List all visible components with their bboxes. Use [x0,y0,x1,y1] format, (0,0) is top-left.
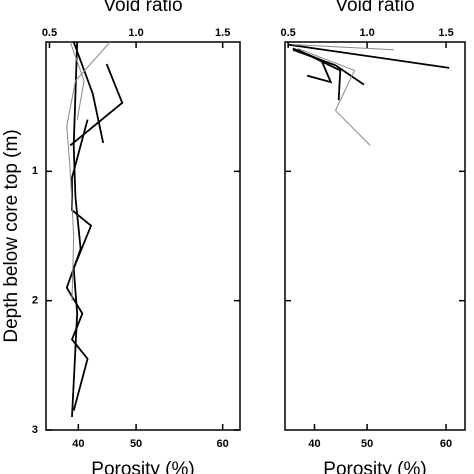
x2-tick-label: 50 [130,438,142,450]
x2-axis-title: Porosity (%) [323,459,426,474]
plot-frame [45,41,241,431]
y-tick-label: 1 [32,165,38,177]
profile-line [69,63,124,147]
x-tick-label: 0.5 [281,27,296,39]
x2-tick-label: 40 [72,438,84,450]
profile-line [292,48,365,86]
y-axis-title: Depth below core top (m) [1,129,22,342]
x-tick-label: 1.5 [215,27,230,39]
profile-line [69,41,85,120]
x-tick-label: 1.0 [359,27,374,39]
profile-line [66,41,111,301]
profile-line [65,41,89,411]
profile-line [297,48,342,101]
profile-line [71,119,93,418]
profile-line [72,41,105,144]
profile-line [292,44,394,51]
x2-tick-label: 60 [440,438,452,450]
x-tick-label: 1.5 [438,27,453,39]
y-tick-label: 2 [32,295,38,307]
plot-frame [284,41,466,431]
x2-tick-label: 60 [217,438,229,450]
y-tick-label: 3 [32,424,38,436]
x2-tick-label: 40 [308,438,320,450]
x2-axis-title: Porosity (%) [91,459,194,474]
x2-tick-label: 50 [361,438,373,450]
x-tick-label: 1.0 [128,27,143,39]
profile-line [288,43,450,69]
profile-line [297,48,371,146]
x-axis-title: Void ratio [103,0,182,16]
x-tick-label: 0.5 [42,27,57,39]
x-axis-title: Void ratio [335,0,414,16]
